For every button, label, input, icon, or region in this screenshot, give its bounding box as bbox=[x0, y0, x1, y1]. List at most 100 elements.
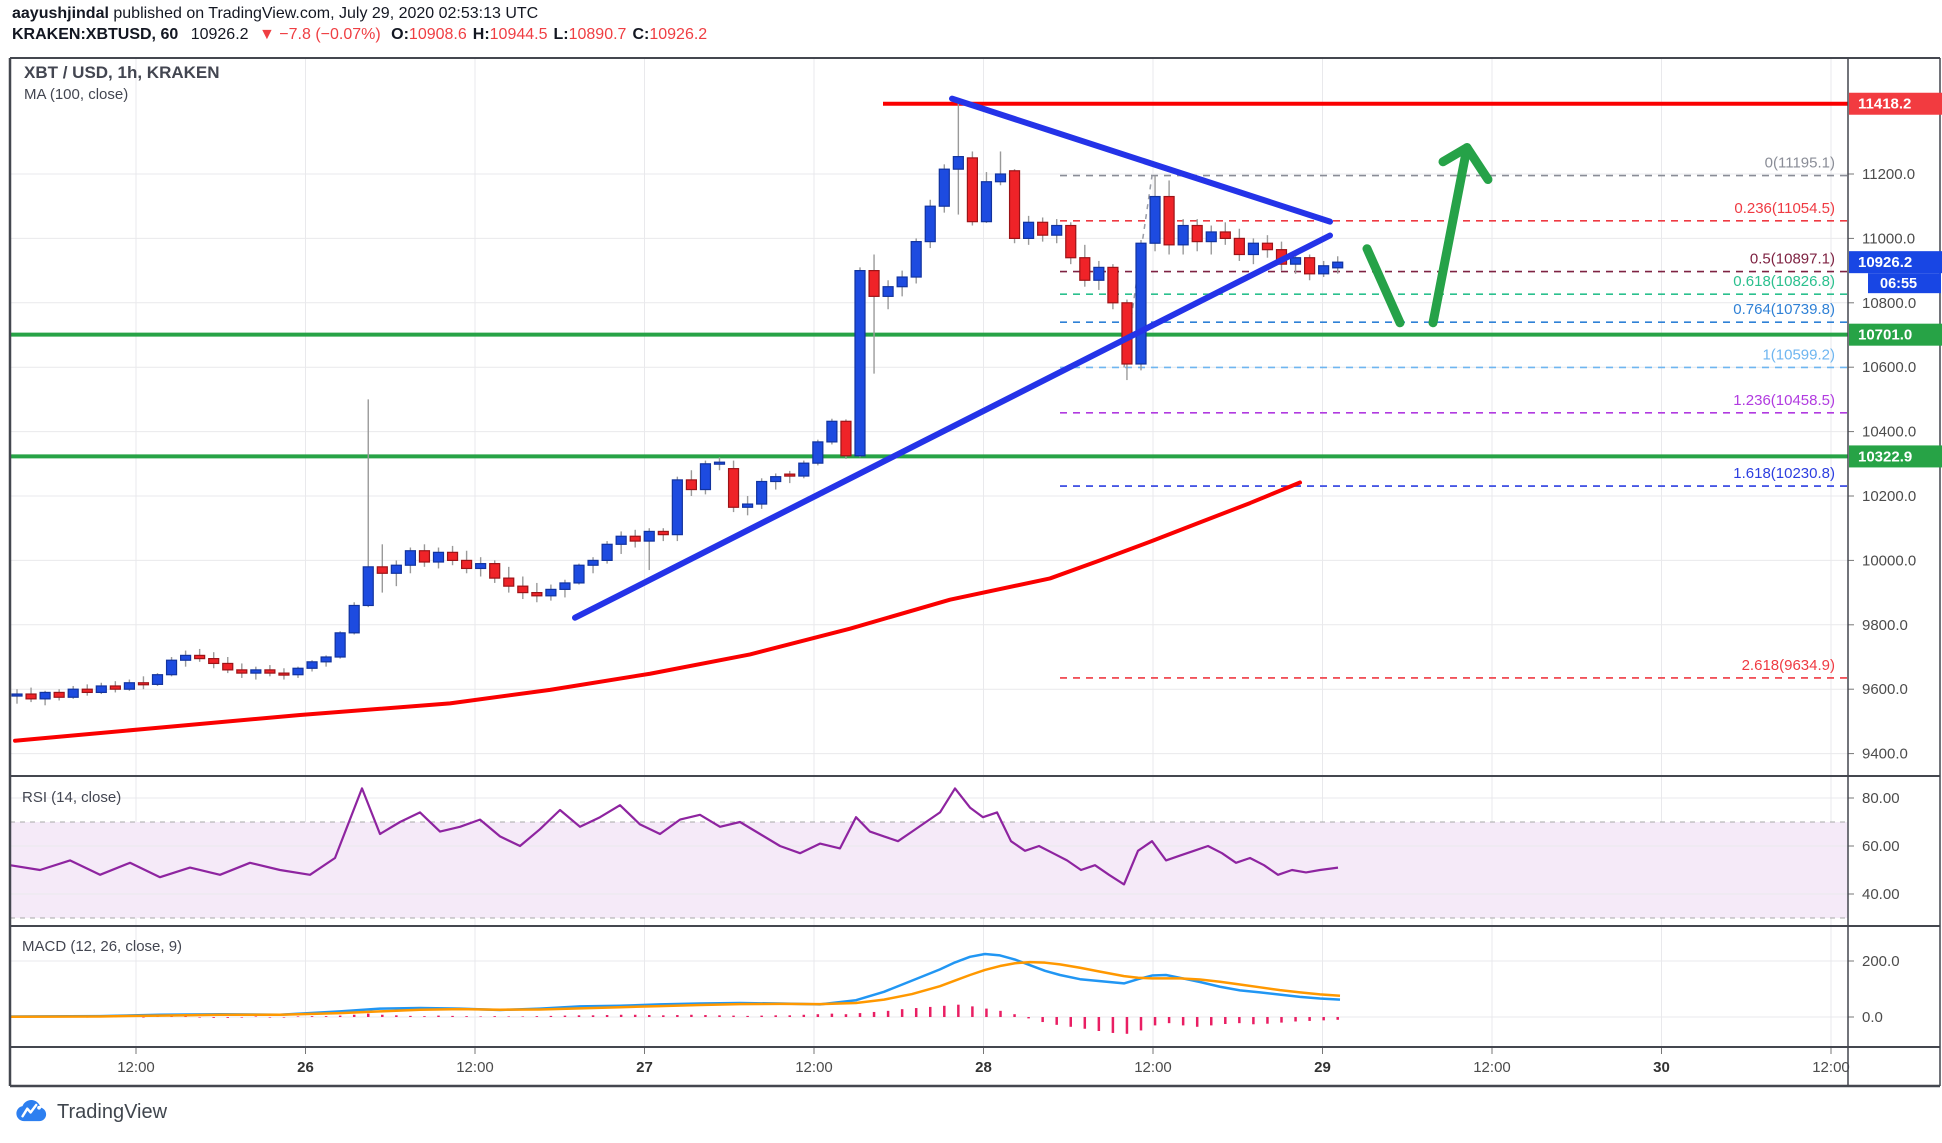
ma-study-label[interactable]: MA (100, close) bbox=[24, 86, 129, 103]
candle[interactable] bbox=[1191, 219, 1203, 252]
price-axis-label[interactable]: 10600.0 bbox=[1862, 359, 1916, 376]
price-axis-label[interactable]: 11000.0 bbox=[1862, 230, 1915, 247]
candle[interactable] bbox=[812, 439, 824, 466]
candle[interactable] bbox=[966, 151, 979, 226]
candle[interactable] bbox=[475, 557, 487, 577]
candle[interactable] bbox=[1219, 222, 1231, 245]
time-axis-label[interactable]: 30 bbox=[1653, 1059, 1670, 1076]
candle[interactable] bbox=[25, 687, 37, 703]
candle[interactable] bbox=[67, 685, 79, 699]
candle[interactable] bbox=[95, 682, 107, 695]
candle[interactable] bbox=[348, 602, 360, 635]
candle[interactable] bbox=[531, 582, 543, 603]
candle[interactable] bbox=[250, 666, 262, 680]
rsi-study-label[interactable]: RSI (14, close) bbox=[22, 789, 122, 806]
rsi-axis-label[interactable]: 40.00 bbox=[1862, 886, 1900, 903]
candle[interactable] bbox=[1233, 228, 1245, 261]
candle[interactable] bbox=[994, 151, 1007, 186]
candle[interactable] bbox=[53, 689, 65, 701]
candle[interactable] bbox=[629, 529, 641, 548]
time-axis-label[interactable]: 12:00 bbox=[117, 1059, 155, 1076]
candle[interactable] bbox=[278, 668, 290, 680]
candle[interactable] bbox=[1022, 215, 1035, 245]
time-axis-label[interactable]: 29 bbox=[1314, 1059, 1331, 1076]
candle[interactable] bbox=[489, 560, 501, 583]
candle[interactable] bbox=[109, 681, 121, 693]
candle[interactable] bbox=[601, 541, 613, 564]
candle[interactable] bbox=[1107, 264, 1119, 310]
candle[interactable] bbox=[461, 550, 473, 574]
candle[interactable] bbox=[671, 476, 683, 542]
candle[interactable] bbox=[784, 470, 796, 484]
candle[interactable] bbox=[180, 650, 192, 667]
candle[interactable] bbox=[854, 267, 866, 458]
candle[interactable] bbox=[1079, 244, 1091, 287]
price-axis-label[interactable]: 9400.0 bbox=[1862, 746, 1908, 763]
macd-study-label[interactable]: MACD (12, 26, close, 9) bbox=[22, 938, 183, 955]
candle[interactable] bbox=[657, 528, 669, 542]
candle[interactable] bbox=[840, 419, 852, 459]
candle[interactable] bbox=[826, 418, 838, 445]
trend-line-descending[interactable] bbox=[949, 95, 1333, 225]
candle[interactable] bbox=[545, 584, 557, 601]
candle[interactable] bbox=[727, 460, 740, 513]
candle[interactable] bbox=[208, 652, 220, 669]
candle[interactable] bbox=[151, 673, 164, 686]
rsi-axis-label[interactable]: 60.00 bbox=[1862, 838, 1900, 855]
candle[interactable] bbox=[1149, 175, 1161, 252]
candle[interactable] bbox=[615, 531, 627, 554]
candle[interactable] bbox=[376, 544, 388, 593]
price-tag[interactable]: 11418.2 bbox=[1849, 92, 1942, 115]
candle[interactable] bbox=[1318, 260, 1330, 278]
candle[interactable] bbox=[362, 399, 374, 608]
candle[interactable] bbox=[320, 655, 332, 667]
candle[interactable] bbox=[685, 470, 698, 496]
candle[interactable] bbox=[756, 478, 768, 509]
candle[interactable] bbox=[39, 690, 51, 706]
candle[interactable] bbox=[123, 679, 136, 691]
price-tag[interactable]: 10701.0 bbox=[1849, 323, 1942, 346]
candle[interactable] bbox=[390, 560, 402, 587]
candle[interactable] bbox=[713, 457, 726, 471]
candle[interactable] bbox=[194, 648, 206, 662]
candle[interactable] bbox=[896, 270, 908, 297]
macd-axis-label[interactable]: 200.0 bbox=[1862, 953, 1900, 970]
time-axis-label[interactable]: 12:00 bbox=[1134, 1059, 1172, 1076]
candle[interactable] bbox=[938, 164, 950, 213]
candle[interactable] bbox=[924, 199, 936, 249]
candle[interactable] bbox=[587, 557, 599, 574]
candle[interactable] bbox=[1332, 256, 1344, 274]
candle[interactable] bbox=[1247, 238, 1260, 265]
arrow-down-stroke[interactable] bbox=[1362, 244, 1405, 328]
candle[interactable] bbox=[264, 665, 276, 677]
time-axis-label[interactable]: 12:00 bbox=[1812, 1059, 1850, 1076]
price-axis-label[interactable]: 11200.0 bbox=[1862, 166, 1915, 183]
ma100-line[interactable] bbox=[13, 480, 1302, 743]
candle[interactable] bbox=[236, 663, 248, 678]
candle[interactable] bbox=[643, 528, 655, 571]
price-axis-label[interactable]: 10800.0 bbox=[1862, 295, 1916, 312]
candle[interactable] bbox=[559, 579, 571, 598]
price-axis-label[interactable]: 9600.0 bbox=[1862, 681, 1908, 698]
candle[interactable] bbox=[334, 631, 346, 659]
candle[interactable] bbox=[1051, 219, 1063, 244]
candle[interactable] bbox=[1008, 169, 1021, 244]
candle[interactable] bbox=[306, 660, 318, 672]
candle[interactable] bbox=[222, 657, 234, 674]
candle[interactable] bbox=[882, 280, 894, 310]
candle[interactable] bbox=[573, 563, 585, 585]
time-axis-label[interactable]: 27 bbox=[636, 1059, 653, 1076]
candle[interactable] bbox=[1205, 225, 1217, 255]
candle[interactable] bbox=[980, 172, 993, 223]
price-tag[interactable]: 10322.9 bbox=[1849, 445, 1942, 468]
candle[interactable] bbox=[1177, 219, 1189, 255]
candle[interactable] bbox=[404, 547, 416, 574]
time-axis-label[interactable]: 12:00 bbox=[456, 1059, 494, 1076]
candle[interactable] bbox=[517, 576, 529, 600]
tradingview-watermark[interactable]: TradingView bbox=[16, 1096, 167, 1128]
time-axis-label[interactable]: 12:00 bbox=[1473, 1059, 1511, 1076]
arrow-up-stroke[interactable] bbox=[1428, 143, 1472, 328]
candle[interactable] bbox=[292, 666, 304, 678]
candle[interactable] bbox=[165, 657, 178, 677]
